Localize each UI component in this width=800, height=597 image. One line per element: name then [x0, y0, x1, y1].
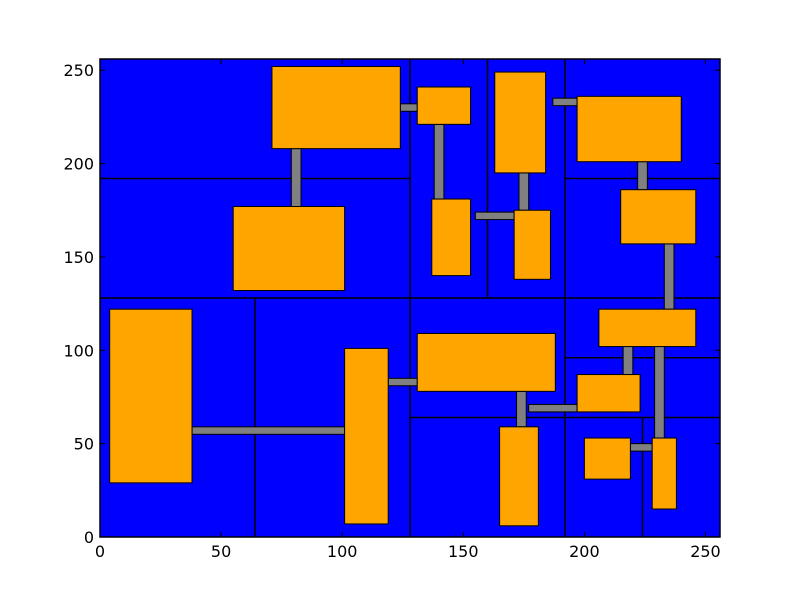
corridor [622, 346, 634, 376]
corridor [654, 346, 665, 439]
corridor [433, 123, 445, 200]
corridor [516, 390, 527, 428]
room [109, 308, 193, 484]
room [431, 198, 472, 277]
y-tick-label: 0 [84, 528, 94, 547]
room [494, 71, 547, 174]
plot-frame [99, 58, 721, 538]
y-tick-label: 200 [63, 155, 94, 174]
corridor [474, 211, 515, 221]
y-tick-label: 150 [63, 248, 94, 267]
x-axis: 0 50 100 150 200 250 [95, 59, 721, 561]
room [620, 189, 697, 245]
room [513, 209, 551, 280]
corridor [637, 161, 648, 191]
corridor [518, 172, 530, 211]
room [576, 95, 682, 163]
room [598, 308, 697, 348]
rooms [109, 65, 697, 527]
y-tick-label: 100 [63, 341, 94, 360]
x-tick-label: 0 [95, 542, 105, 561]
room [416, 86, 472, 125]
corridor [399, 103, 418, 112]
corridor [191, 426, 346, 435]
x-tick-label: 150 [448, 542, 479, 561]
y-tick-label: 250 [63, 61, 94, 80]
x-tick-label: 200 [569, 542, 600, 561]
corridor [629, 443, 653, 452]
x-tick-label: 50 [211, 542, 231, 561]
x-tick-label: 100 [327, 542, 358, 561]
room [416, 332, 556, 392]
room [232, 206, 346, 292]
room [651, 437, 677, 510]
partition-lines [100, 59, 720, 537]
room [583, 437, 631, 480]
room [271, 65, 401, 150]
room [499, 426, 539, 527]
corridor [387, 377, 418, 387]
room [344, 347, 389, 525]
corridor [290, 148, 302, 208]
corridor [552, 97, 578, 107]
x-tick-label: 250 [690, 542, 721, 561]
room [576, 374, 641, 413]
y-tick-label: 50 [74, 435, 94, 454]
corridor [663, 243, 675, 310]
y-axis: 0 50 100 150 200 250 [63, 61, 720, 547]
corridor [528, 403, 578, 413]
